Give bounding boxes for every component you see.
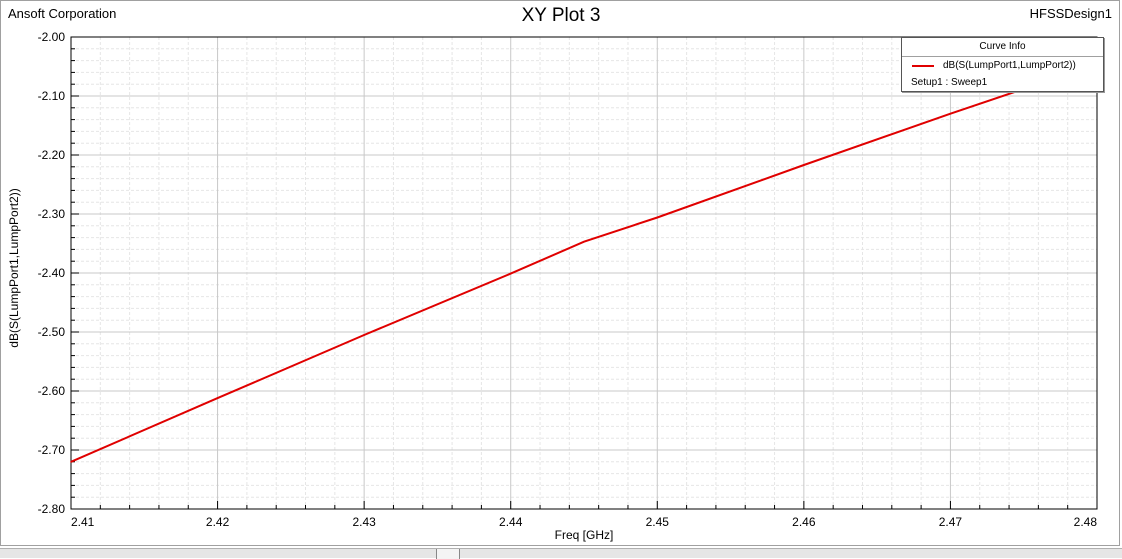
axis-ticks xyxy=(70,36,1098,510)
y-tick-label: -2.60 xyxy=(38,384,66,398)
y-tick-label: -2.50 xyxy=(38,325,66,339)
series-point xyxy=(363,334,365,336)
chart-area[interactable]: -2.00 -2.10 -2.20 -2.30 -2.40 -2.50 -2.60 -2.70… xyxy=(0,0,1122,546)
series-point xyxy=(656,216,659,219)
x-tick-label: 2.45 xyxy=(646,515,670,529)
y-axis-label: dB(S(LumpPort1,LumpPort2)) xyxy=(7,188,21,347)
company-label: Ansoft Corporation xyxy=(8,6,117,21)
y-tick-label: -2.80 xyxy=(38,502,66,516)
scrollbar-thumb[interactable] xyxy=(436,549,460,559)
x-tick-label: 2.47 xyxy=(939,515,963,529)
legend-title: Curve Info xyxy=(902,38,1103,57)
series-point xyxy=(583,240,585,243)
legend-setup-row: Setup1 : Sweep1 xyxy=(902,74,1103,91)
y-tick-label: -2.00 xyxy=(38,30,66,44)
curve-info-legend[interactable]: Curve Info dB(S(LumpPort1,LumpPort2)) Se… xyxy=(901,37,1104,92)
legend-setup-label: Setup1 : Sweep1 xyxy=(911,77,988,88)
x-tick-label: 2.48 xyxy=(1074,515,1098,529)
y-tick-label: -2.20 xyxy=(38,148,66,162)
major-grid xyxy=(71,37,1097,509)
y-tick-labels: -2.00 -2.10 -2.20 -2.30 -2.40 -2.50 -2.60 -2.70… xyxy=(38,30,66,516)
series-point xyxy=(509,272,512,275)
series-line xyxy=(70,65,1098,463)
y-tick-label: -2.30 xyxy=(38,207,66,221)
y-tick-label: -2.40 xyxy=(38,266,66,280)
plot-title: XY Plot 3 xyxy=(521,5,601,26)
design-label: HFSSDesign1 xyxy=(1029,6,1112,21)
legend-entry[interactable]: dB(S(LumpPort1,LumpPort2)) xyxy=(902,57,1103,74)
y-tick-label: -2.10 xyxy=(38,89,66,103)
x-axis-label: Freq [GHz] xyxy=(555,528,614,542)
horizontal-scrollbar[interactable] xyxy=(0,548,1122,559)
series-point xyxy=(949,112,952,115)
y-tick-label: -2.70 xyxy=(38,443,66,457)
legend-series-label: dB(S(LumpPort1,LumpPort2)) xyxy=(943,60,1076,71)
x-tick-label: 2.43 xyxy=(352,515,376,529)
legend-line-swatch xyxy=(912,65,934,67)
series-point xyxy=(70,461,72,463)
series-point xyxy=(803,164,805,166)
series-point xyxy=(216,397,219,399)
x-tick-label: 2.46 xyxy=(792,515,816,529)
x-tick-label: 2.44 xyxy=(499,515,523,529)
x-tick-label: 2.42 xyxy=(206,515,230,529)
x-tick-labels: 2.41 2.42 2.43 2.44 2.45 2.46 2.47 2.48 xyxy=(71,515,1097,529)
x-tick-label: 2.41 xyxy=(71,515,95,529)
